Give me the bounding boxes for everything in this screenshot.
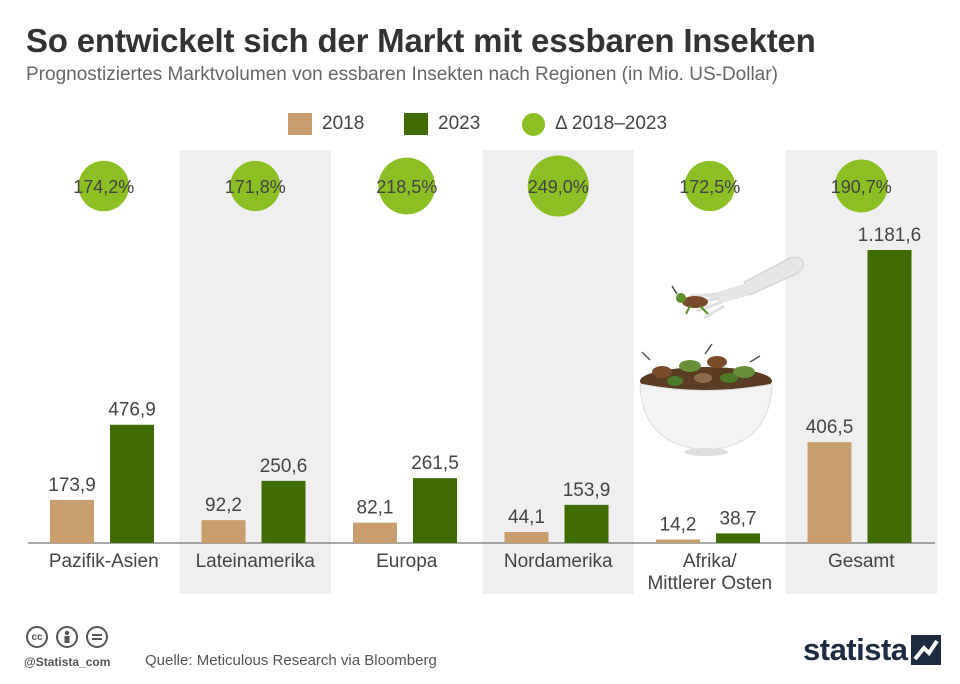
legend-swatch-2018 bbox=[288, 113, 312, 135]
cricket-icon bbox=[671, 285, 709, 315]
bar-value-label: 476,9 bbox=[108, 400, 156, 421]
column-shading bbox=[179, 150, 331, 594]
bar-value-label: 44,1 bbox=[508, 507, 545, 528]
legend-item-change: Δ 2018–2023 bbox=[522, 110, 667, 138]
legend-item-2018: 2018 bbox=[288, 110, 364, 138]
legend-dot-change bbox=[522, 112, 545, 136]
bar-2023 bbox=[564, 504, 609, 543]
change-circle bbox=[527, 155, 589, 217]
statista-logo[interactable]: statista bbox=[803, 632, 941, 668]
change-circle bbox=[834, 159, 888, 213]
bar-value-label: 173,9 bbox=[48, 475, 96, 496]
legend-label-2018: 2018 bbox=[322, 113, 365, 134]
bar-value-label: 92,2 bbox=[205, 495, 242, 516]
bar-value-label: 261,5 bbox=[411, 453, 459, 474]
bar-2023 bbox=[110, 424, 154, 543]
creative-commons-icon: cc bbox=[26, 626, 48, 648]
brand-name: statista bbox=[803, 632, 908, 667]
bowl-icon bbox=[639, 383, 773, 456]
change-label: 174,2% bbox=[73, 177, 134, 197]
no-derivatives-icon bbox=[86, 626, 108, 648]
bar-value-label: 38,7 bbox=[720, 508, 757, 529]
legend: 2018 2023 Δ 2018–2023 bbox=[0, 110, 960, 138]
change-circle bbox=[230, 160, 281, 212]
bar-2018 bbox=[807, 442, 852, 543]
change-label: 190,7% bbox=[831, 177, 892, 197]
legend-label-2023: 2023 bbox=[438, 113, 481, 134]
change-label: 249,0% bbox=[528, 177, 589, 197]
bar-2023 bbox=[261, 480, 306, 543]
change-circle bbox=[78, 160, 130, 212]
legend-item-2023: 2023 bbox=[404, 110, 480, 138]
bar-2018 bbox=[201, 520, 246, 543]
bar-2018 bbox=[353, 522, 397, 543]
bar-value-label: 14,2 bbox=[660, 514, 697, 535]
insect-bowl-illustration bbox=[639, 256, 804, 456]
legend-swatch-2023 bbox=[404, 113, 428, 135]
insect-pile bbox=[640, 343, 772, 395]
bar-value-label: 82,1 bbox=[357, 498, 394, 519]
bar-2018 bbox=[50, 499, 94, 543]
category-label: Nordamerika bbox=[504, 551, 613, 572]
bar-value-label: 250,6 bbox=[260, 456, 308, 477]
change-circle bbox=[684, 160, 735, 212]
change-label: 218,5% bbox=[376, 177, 437, 197]
brand-mark-icon bbox=[910, 635, 941, 665]
bar-2023 bbox=[413, 478, 457, 543]
category-label: Lateinamerika bbox=[196, 551, 316, 572]
bar-value-label: 153,9 bbox=[563, 480, 611, 501]
bar-2023 bbox=[716, 533, 760, 543]
social-handle[interactable]: @Statista_com bbox=[24, 655, 111, 669]
bar-2023 bbox=[867, 250, 912, 543]
bar-value-label: 1.181,6 bbox=[858, 225, 921, 246]
license-icons: cc bbox=[26, 626, 108, 648]
chart-subtitle: Prognostiziertes Marktvolumen von essbar… bbox=[26, 64, 778, 85]
chart-title: So entwickelt sich der Markt mit essbare… bbox=[26, 22, 816, 59]
column-shading bbox=[482, 150, 634, 594]
category-label: Afrika/Mittlerer Osten bbox=[647, 551, 772, 594]
bar-value-label: 406,5 bbox=[806, 417, 854, 438]
attribution-icon bbox=[56, 626, 78, 648]
category-label: Gesamt bbox=[828, 551, 895, 572]
change-label: 171,8% bbox=[225, 177, 286, 197]
category-label: Pazifik-Asien bbox=[49, 551, 159, 572]
bar-2018 bbox=[504, 532, 549, 543]
bar-2018 bbox=[656, 539, 700, 543]
change-circle bbox=[378, 157, 436, 215]
category-label: Europa bbox=[376, 551, 438, 572]
change-label: 172,5% bbox=[679, 177, 740, 197]
legend-label-change: Δ 2018–2023 bbox=[555, 113, 668, 134]
source-note: Quelle: Meticulous Research via Bloomber… bbox=[145, 652, 437, 669]
